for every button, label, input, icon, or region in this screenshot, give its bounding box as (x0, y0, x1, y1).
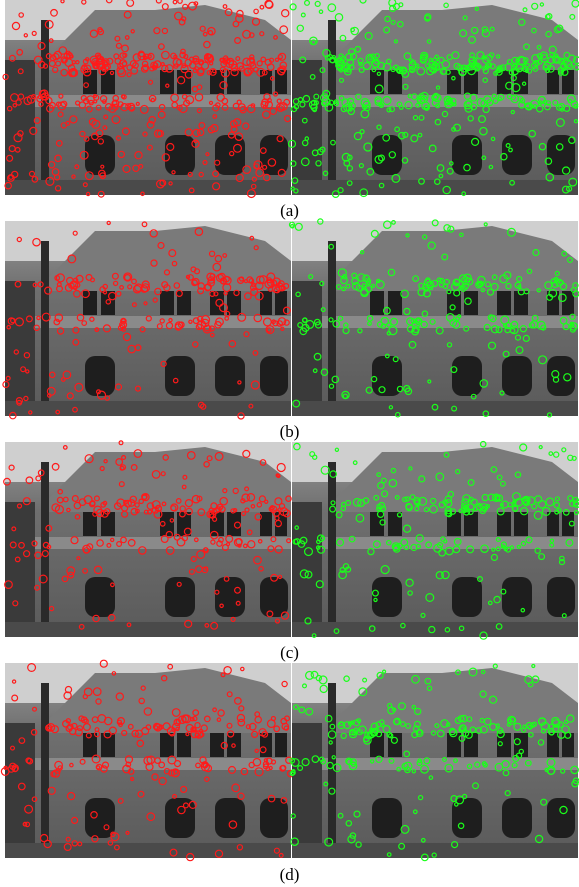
panel-label: (c) (280, 643, 299, 662)
keypoint-image (290, 663, 579, 861)
photo (5, 442, 291, 637)
keypoint-image (3, 0, 291, 198)
page: (a)(b)(c)(d) (() => { const data = JSON.… (0, 0, 579, 887)
panel-label: (d) (280, 865, 300, 884)
keypoint-image (1, 660, 294, 861)
keypoint-image (4, 441, 291, 637)
photo (292, 221, 578, 416)
photo (5, 221, 291, 416)
keypoint-image (3, 221, 291, 419)
photo (5, 663, 291, 858)
figure: (a) (b) (c) (d) (0, 0, 579, 887)
keypoint-image (292, 442, 579, 640)
panel-label: (b) (280, 422, 300, 441)
photo (292, 663, 578, 858)
keypoint-image (289, 0, 579, 197)
panel-label: (a) (280, 201, 299, 220)
keypoint-image (290, 219, 579, 417)
